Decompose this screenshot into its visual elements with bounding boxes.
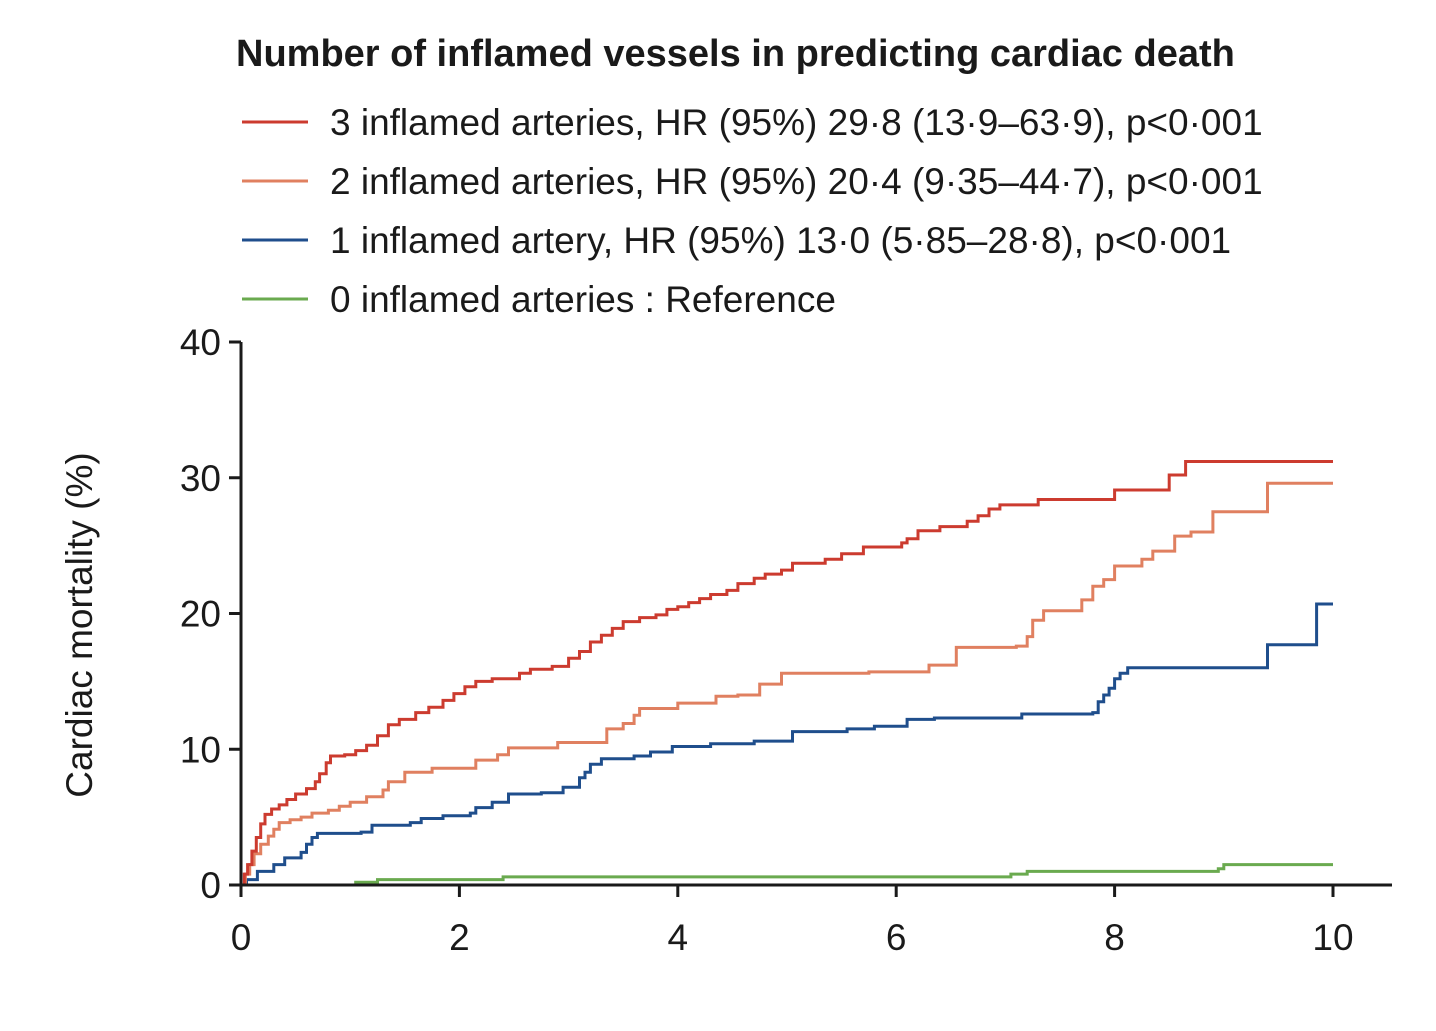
legend-item: 1 inflamed artery, HR (95%) 13·0 (5·85–2… — [242, 220, 1231, 261]
legend-label: 1 inflamed artery, HR (95%) 13·0 (5·85–2… — [330, 220, 1231, 261]
legend-item: 2 inflamed arteries, HR (95%) 20·4 (9·35… — [242, 161, 1263, 202]
legend-item: 3 inflamed arteries, HR (95%) 29·8 (13·9… — [242, 102, 1263, 143]
x-tick-label: 10 — [1312, 917, 1353, 958]
legend-label: 3 inflamed arteries, HR (95%) 29·8 (13·9… — [330, 102, 1263, 143]
y-tick-label: 10 — [180, 729, 221, 770]
series-layer — [241, 460, 1333, 887]
x-tick-label: 2 — [449, 917, 470, 958]
legend-label: 2 inflamed arteries, HR (95%) 20·4 (9·35… — [330, 161, 1263, 202]
legend-item: 0 inflamed arteries : Reference — [242, 279, 836, 320]
series-line — [241, 460, 1333, 887]
legend-label: 0 inflamed arteries : Reference — [330, 279, 836, 320]
y-tick-label: 30 — [180, 458, 221, 499]
x-tick-label: 4 — [668, 917, 689, 958]
x-tick-label: 8 — [1104, 917, 1125, 958]
x-tick-label: 6 — [886, 917, 907, 958]
series-line — [241, 863, 1333, 887]
series-line — [241, 481, 1333, 887]
y-axis-label: Cardiac mortality (%) — [59, 452, 100, 797]
axes: 0 10 20 30 40 0 2 4 6 8 10 — [180, 322, 1392, 958]
y-tick-label: 0 — [200, 865, 221, 906]
y-tick-label: 20 — [180, 594, 221, 635]
series-line — [241, 602, 1333, 887]
x-tick-label: 0 — [231, 917, 252, 958]
chart-title: Number of inflamed vessels in predicting… — [236, 33, 1235, 75]
legend: 3 inflamed arteries, HR (95%) 29·8 (13·9… — [242, 102, 1263, 320]
y-tick-label: 40 — [180, 322, 221, 363]
